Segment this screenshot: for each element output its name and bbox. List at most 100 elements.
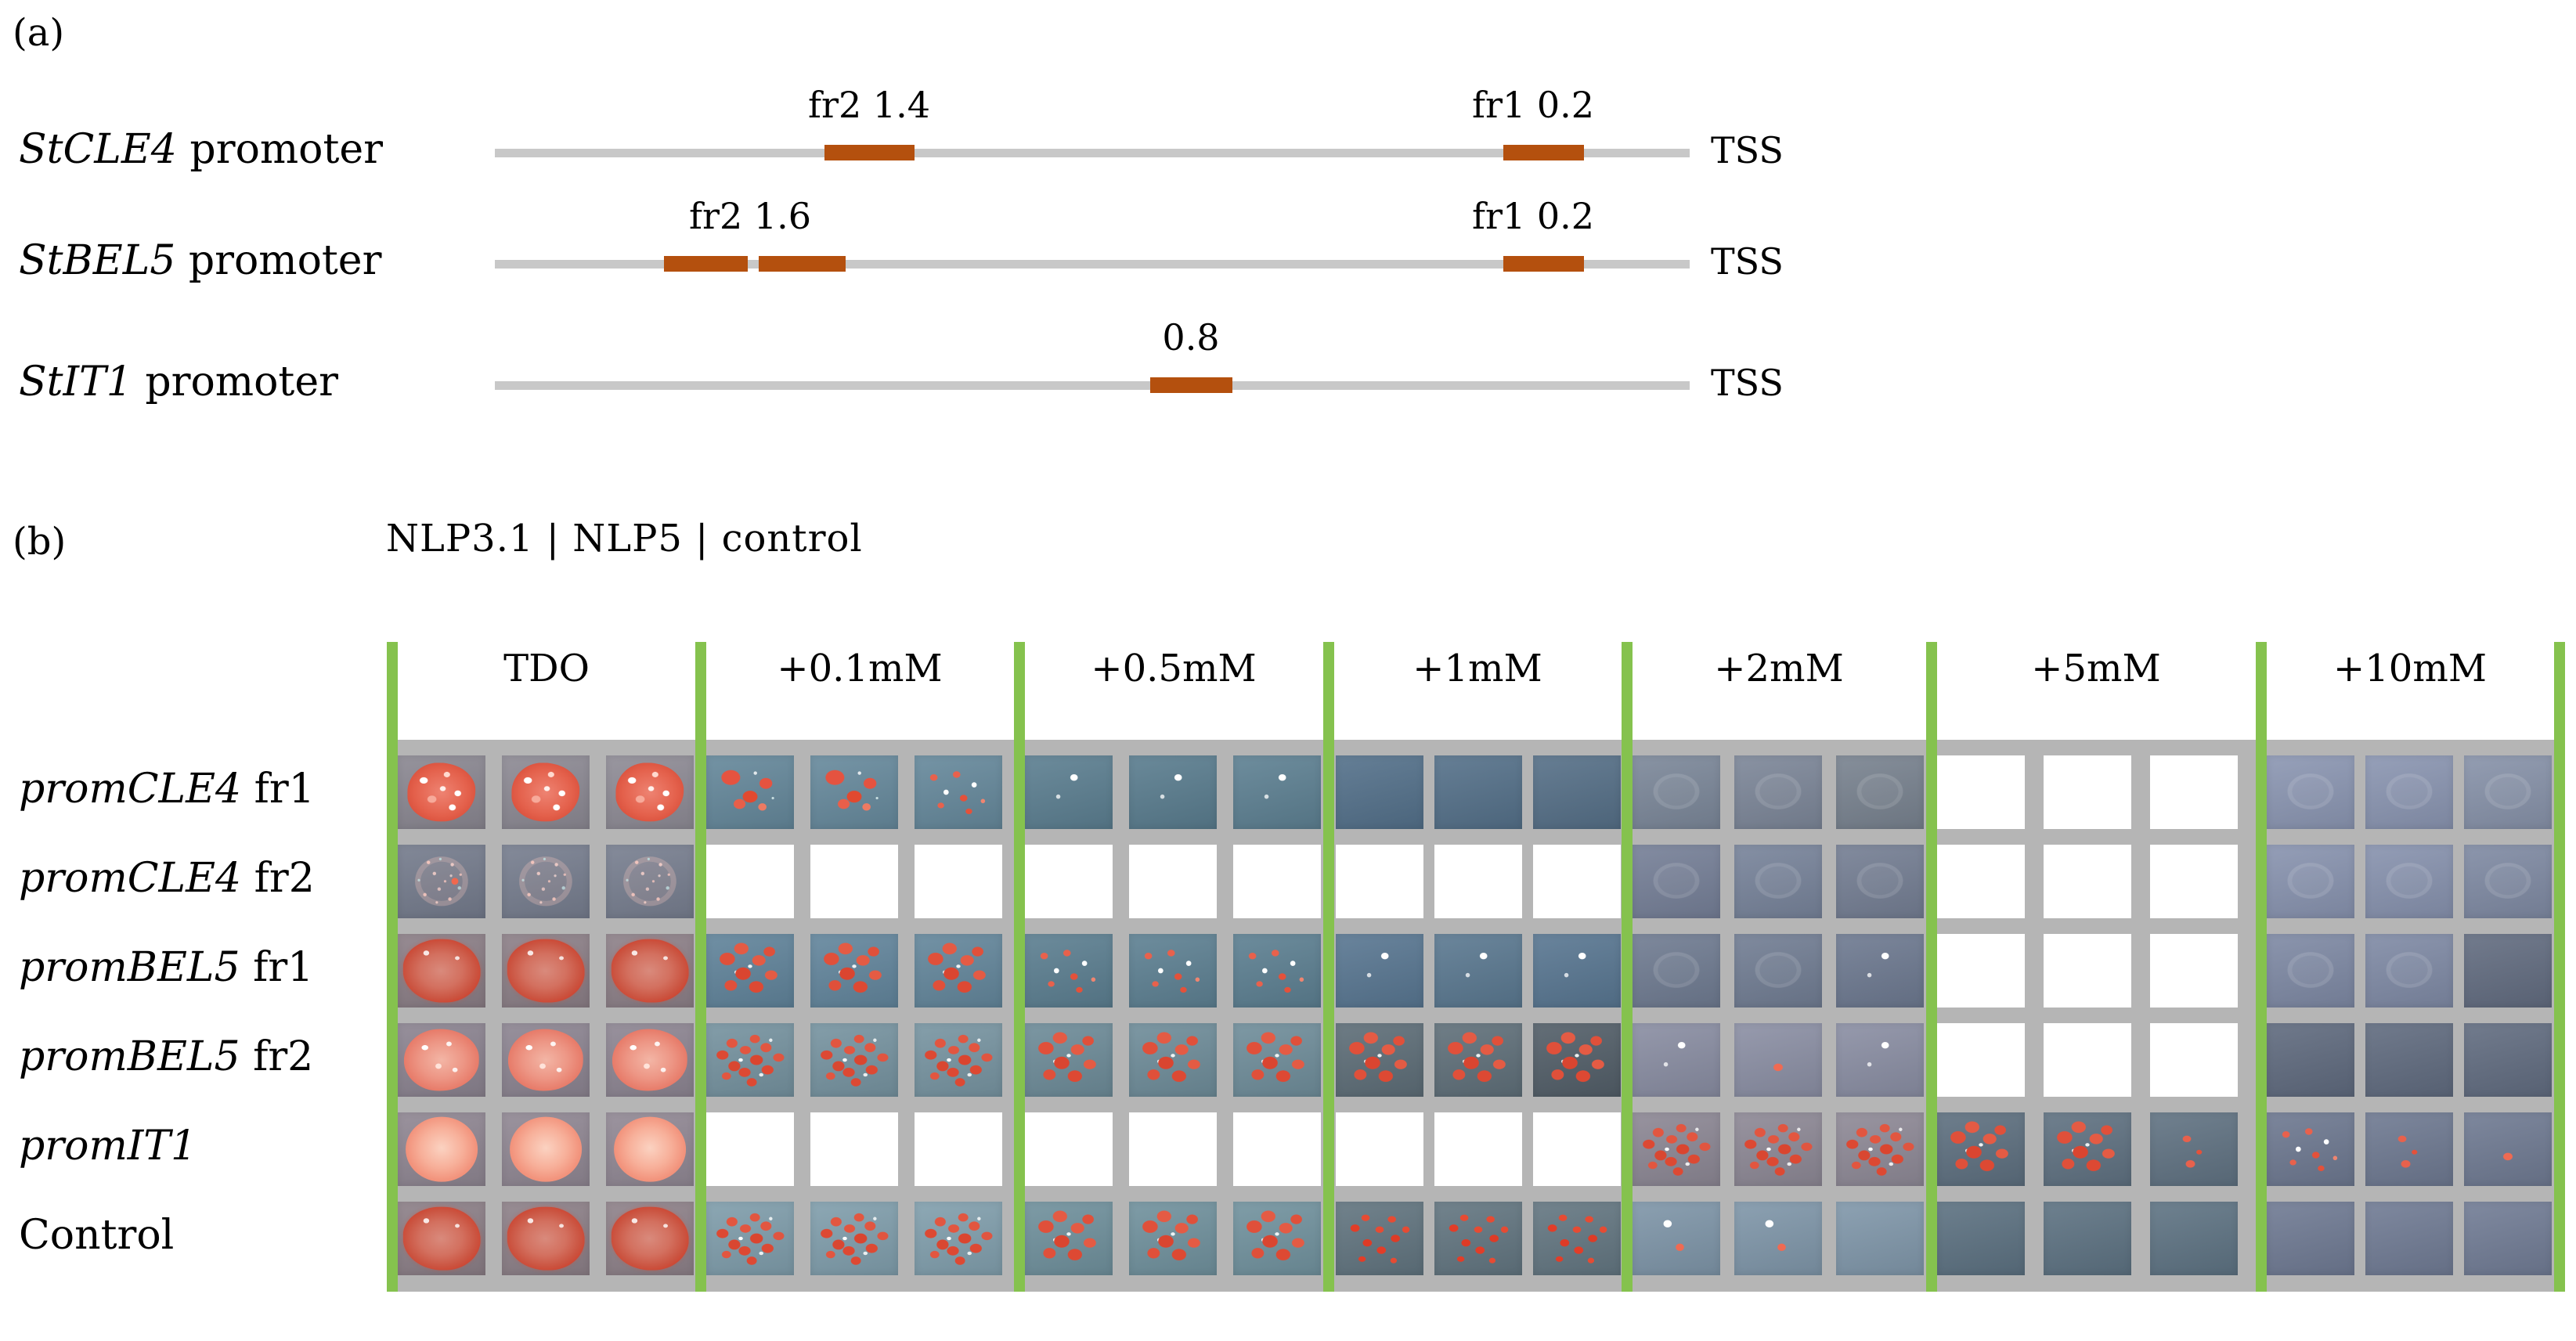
fragment-bar — [759, 256, 846, 272]
colony-spot — [1129, 755, 1217, 829]
grid-cell — [1336, 1023, 1423, 1097]
fragment-bar — [1503, 256, 1584, 272]
grid-cell — [1533, 755, 1621, 829]
colony-blob — [918, 1029, 998, 1091]
colony-spot — [1533, 755, 1621, 829]
grid-cell — [706, 1023, 794, 1097]
colony-spot — [1836, 1112, 1924, 1186]
grid-cell — [1233, 1112, 1321, 1186]
colony-spot — [502, 934, 590, 1008]
group-separator-bar — [1926, 642, 1937, 1292]
grid-cell — [1434, 1023, 1522, 1097]
colony-spot — [1233, 1202, 1321, 1275]
colony-spot — [2365, 1112, 2453, 1186]
colony-spot — [1836, 934, 1924, 1008]
colony-spot — [1633, 1023, 1720, 1097]
colony-spot — [810, 1023, 898, 1097]
colony-spot — [502, 845, 590, 918]
grid-cell — [915, 845, 1002, 918]
promoter-label: StCLE4 promoter — [19, 126, 383, 173]
grid-cell — [2150, 1202, 2238, 1275]
colony-spot — [1233, 934, 1321, 1008]
colony-spot — [706, 1202, 794, 1275]
grid-cell — [1937, 1202, 2025, 1275]
promoter-word: promoter — [175, 237, 382, 284]
grid-cell — [2044, 934, 2131, 1008]
colony-spot — [1233, 755, 1321, 829]
grid-cell — [915, 1112, 1002, 1186]
grid-cell — [810, 934, 898, 1008]
grid-cell — [2365, 934, 2453, 1008]
grid-cell — [1025, 934, 1113, 1008]
colony-spot — [810, 755, 898, 829]
colony-blob — [918, 1207, 998, 1270]
promoter-line — [495, 149, 1690, 157]
column-header: TDO — [503, 647, 590, 690]
grid-cell — [2044, 755, 2131, 829]
grid-cell — [398, 934, 485, 1008]
grid-cell — [2464, 1112, 2552, 1186]
group-separator-bar — [2554, 642, 2565, 1292]
grid-cell — [1434, 845, 1522, 918]
grid-cell — [1836, 755, 1924, 829]
fragment-label: 0.8 — [1162, 316, 1220, 359]
colony-spot — [1533, 1202, 1621, 1275]
grid-cell — [2044, 1112, 2131, 1186]
colony-spot — [1434, 1202, 1522, 1275]
colony-spot — [1734, 934, 1822, 1008]
colony-spot — [1129, 1202, 1217, 1275]
fragment-bar — [1150, 377, 1232, 393]
colony-spot — [1836, 845, 1924, 918]
colony-spot — [2267, 1023, 2354, 1097]
colony-spot — [2464, 755, 2552, 829]
column-header: +0.5mM — [1091, 647, 1257, 690]
colony-blob — [407, 762, 476, 822]
grid-cell — [1734, 1112, 1822, 1186]
grid-cell — [1633, 845, 1720, 918]
colony-spot — [2150, 1202, 2238, 1275]
colony-spot — [1434, 934, 1522, 1008]
grid-cell — [1434, 934, 1522, 1008]
colony-spot — [2267, 1202, 2354, 1275]
grid-cell — [915, 1023, 1002, 1097]
grid-cell — [1233, 1202, 1321, 1275]
row-label-suffix: fr1 — [240, 944, 314, 991]
colony-spot — [1633, 1112, 1720, 1186]
grid-cell — [1734, 1202, 1822, 1275]
column-header: +2mM — [1714, 647, 1844, 690]
colony-spot — [2044, 1112, 2131, 1186]
colony-spot — [1533, 934, 1621, 1008]
grid-cell — [2365, 1112, 2453, 1186]
colony-blob — [612, 1029, 688, 1091]
row-gene-name: promIT1 — [19, 1123, 197, 1170]
colony-blob — [402, 939, 481, 1003]
colony-spot — [606, 1023, 694, 1097]
column-header: +5mM — [2031, 647, 2161, 690]
grid-cell — [2150, 934, 2238, 1008]
grid-cell — [1836, 1112, 1924, 1186]
colony-blob — [510, 1116, 582, 1182]
colony-spot — [1129, 1023, 1217, 1097]
grid-cell — [1633, 1202, 1720, 1275]
column-header: +10mM — [2333, 647, 2487, 690]
grid-cell — [1129, 934, 1217, 1008]
group-separator-bar — [2256, 642, 2267, 1292]
grid-cell — [606, 755, 694, 829]
grid-cell — [502, 755, 590, 829]
grid-cell — [1633, 934, 1720, 1008]
colony-spot — [502, 1023, 590, 1097]
grid-cell — [1533, 1112, 1621, 1186]
column-header: +0.1mM — [777, 647, 943, 690]
grid-cell — [2150, 755, 2238, 829]
grid-cell — [1937, 934, 2025, 1008]
colony-spot — [398, 1023, 485, 1097]
grid-cell — [2150, 1112, 2238, 1186]
colony-spot — [1836, 755, 1924, 829]
grid-cell — [2464, 934, 2552, 1008]
colony-spot — [1633, 1202, 1720, 1275]
colony-spot — [1734, 1112, 1822, 1186]
gene-name: StIT1 — [19, 359, 132, 406]
grid-cell — [1836, 934, 1924, 1008]
grid-cell — [398, 755, 485, 829]
colony-spot — [606, 1112, 694, 1186]
